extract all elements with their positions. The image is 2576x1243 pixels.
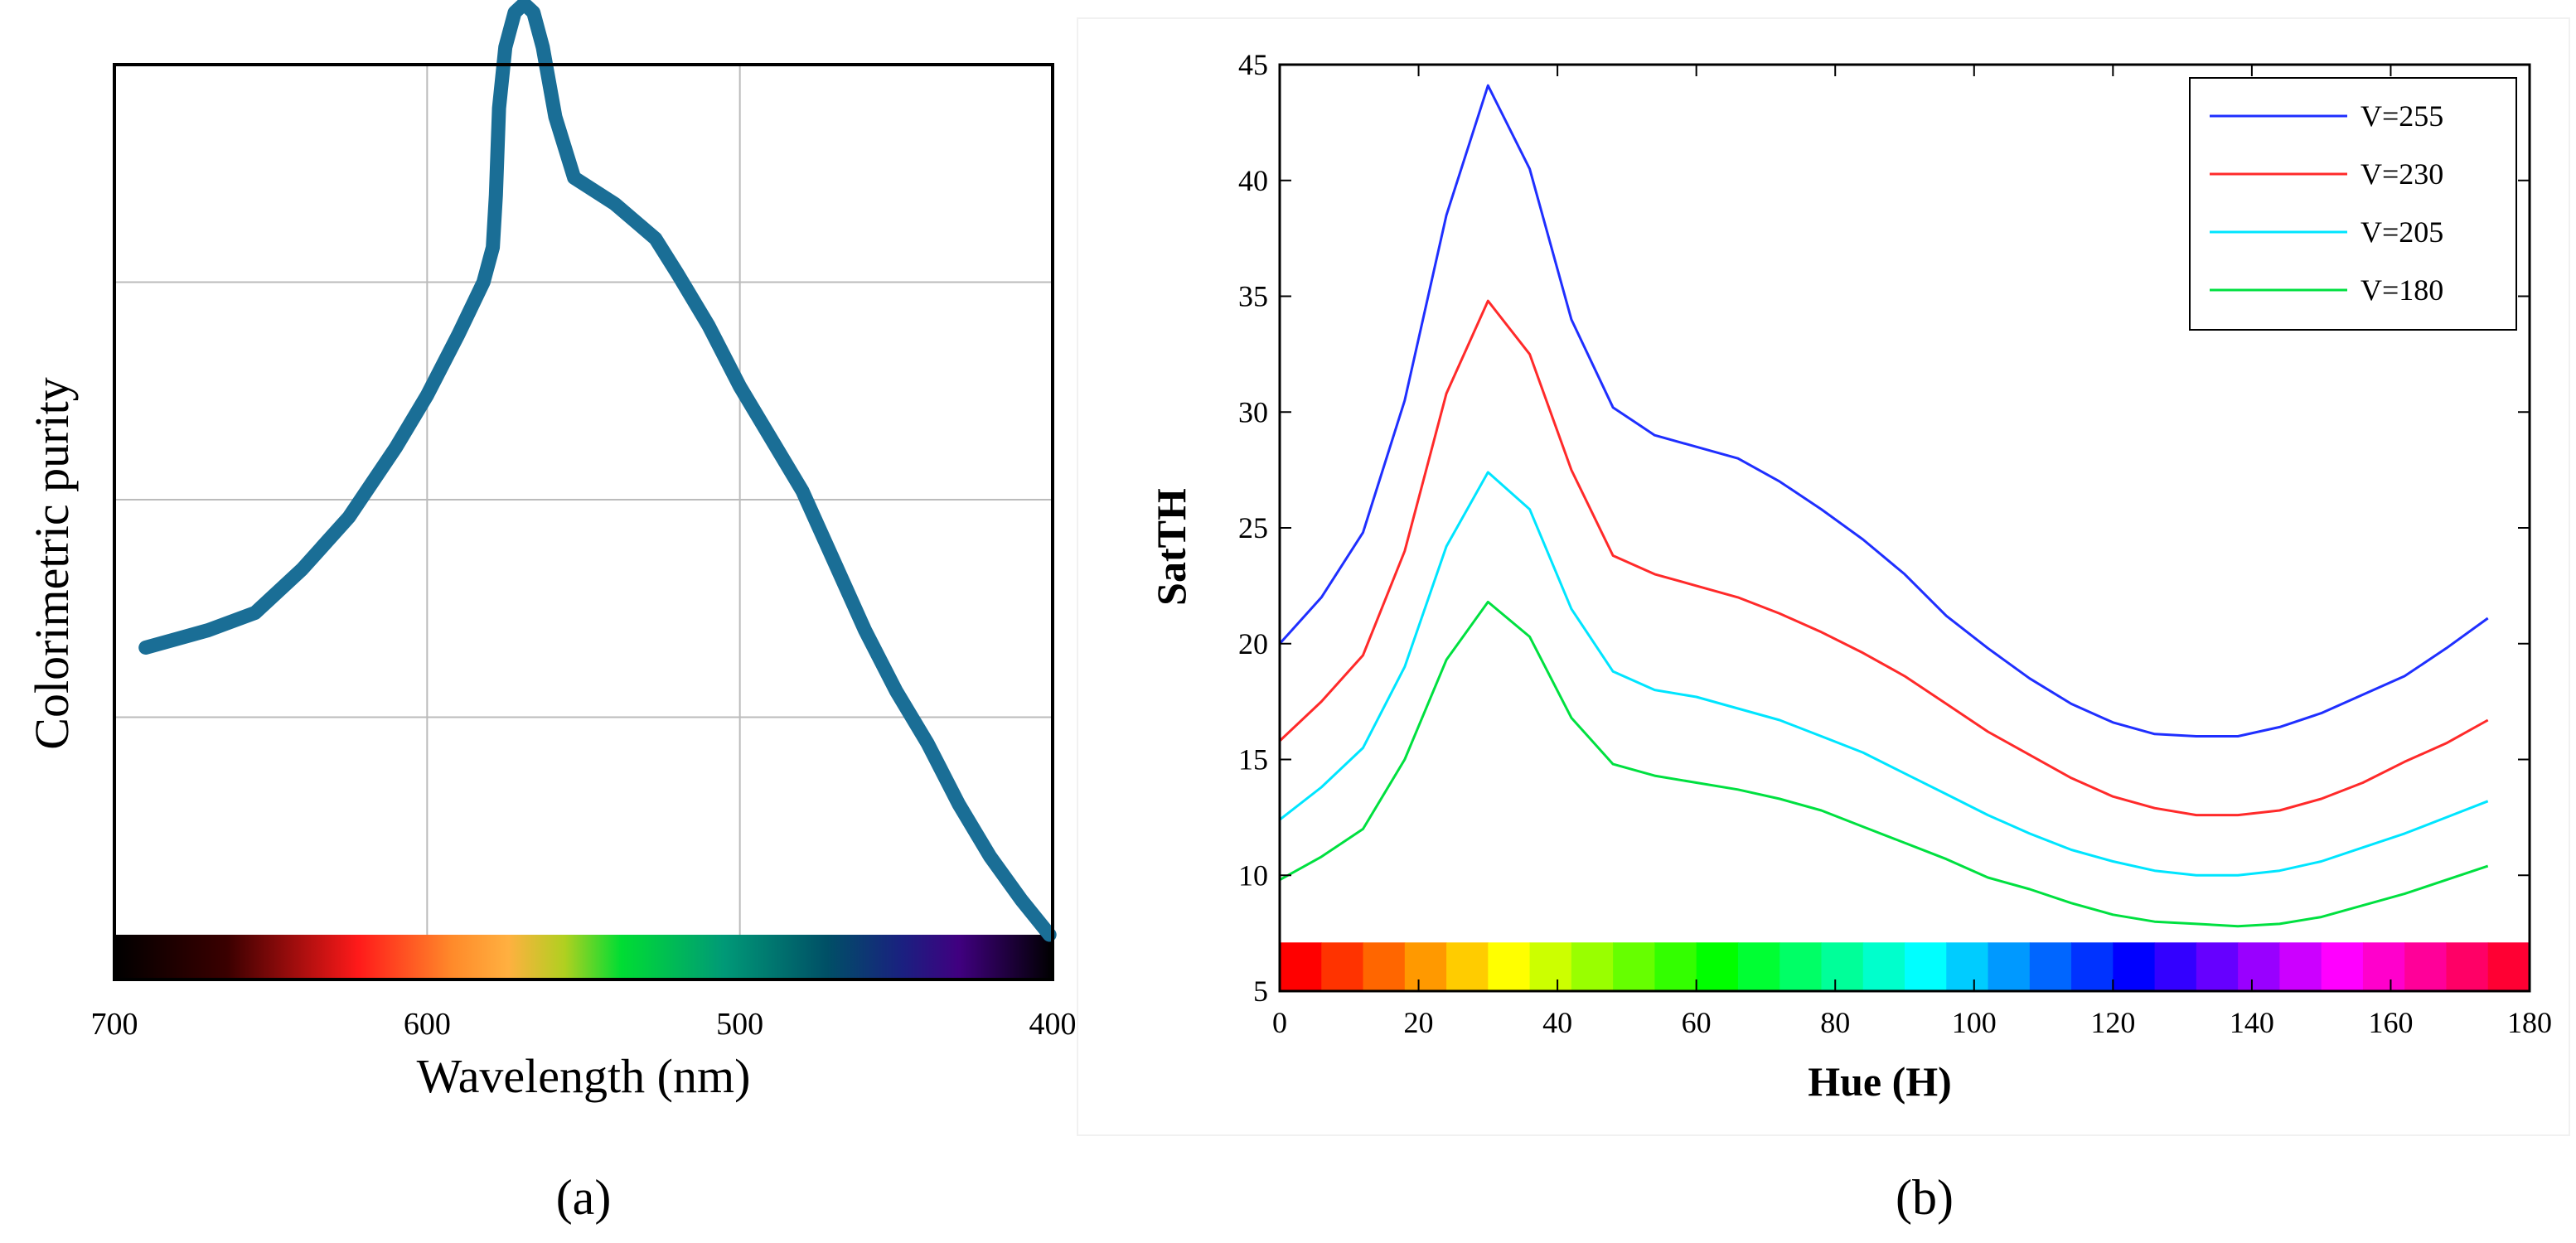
chart-b-legend: V=255 V=230 V=205 V=180 (2189, 77, 2517, 331)
chart-b-legend-label: V=230 (2361, 157, 2443, 191)
chart-b-colorbar-cell (2404, 942, 2447, 991)
chart-b-colorbar-cell (1988, 942, 2031, 991)
chart-b-series-line (1279, 471, 2489, 877)
chart-b-x-tick-label: 20 (1404, 1006, 1434, 1039)
chart-b-y-tick-label: 25 (1238, 511, 1268, 544)
chart-b-colorbar-cell (1696, 942, 1739, 991)
chart-b-x-tick-label: 0 (1272, 1006, 1287, 1039)
chart-b-y-tick-label: 30 (1238, 395, 1268, 428)
chart-b-legend-label: V=255 (2361, 99, 2443, 133)
chart-b-xlabel: Hue (H) (1808, 1058, 1952, 1105)
chart-b-colorbar-cell (1779, 942, 1822, 991)
chart-b-colorbar-cell (2071, 942, 2114, 991)
chart-b-legend-box (2189, 77, 2517, 331)
chart-b-x-tick-label: 180 (2507, 1006, 2552, 1039)
chart-b: 0 20 40 60 80 100 120 140 160 180 5 10 15 20 25 30 35 40 4… (1077, 17, 2570, 1225)
chart-a-xlabel: Wavelength (nm) (417, 1049, 751, 1103)
chart-b-colorbar-cell (1905, 942, 1947, 991)
chart-b-legend-label: V=205 (2361, 215, 2443, 249)
chart-a-x-tick-label: 600 (404, 1007, 451, 1042)
chart-a-x-tick-label: 400 (1029, 1007, 1077, 1042)
chart-b-colorbar-cell (2196, 942, 2239, 991)
chart-b-colorbar-cell (2238, 942, 2280, 991)
chart-a-x-ticks: 700 600 500 400 (91, 1007, 1077, 1042)
chart-b-x-tick-label: 160 (2368, 1006, 2413, 1039)
chart-b-x-tick-label: 120 (2090, 1006, 2135, 1039)
chart-b-y-tick-label: 20 (1238, 627, 1268, 660)
chart-b-colorbar-cell (2487, 942, 2530, 991)
chart-a-x-tick-label: 700 (91, 1007, 138, 1042)
chart-b-series-line (1279, 600, 2489, 928)
chart-b-colorbar-cell (1321, 942, 1364, 991)
chart-b-series-line (1278, 84, 2489, 738)
chart-b-colorbar-cell (1446, 942, 1489, 991)
chart-b-colorbar-cell (1862, 942, 1905, 991)
chart-b-colorbar-cell (2446, 942, 2489, 991)
chart-b-colorbar-cell (2113, 942, 2156, 991)
chart-b-y-tick-label: 10 (1238, 858, 1268, 892)
chart-a-x-tick-label: 500 (716, 1007, 763, 1042)
chart-b-x-tick-label: 80 (1820, 1006, 1850, 1039)
chart-b-colorbar-cell (1654, 942, 1697, 991)
chart-b-colorbar-cell (1821, 942, 1864, 991)
chart-b-colorbar-cell (1363, 942, 1406, 991)
chart-b-series (1278, 84, 2489, 928)
chart-b-ylabel: SatTH (1148, 488, 1194, 606)
chart-a-ylabel: Colorimetric purity (25, 377, 79, 749)
chart-b-colorbar-cell (1404, 942, 1447, 991)
chart-b-y-tick-label: 35 (1238, 280, 1268, 313)
chart-a-series (138, 0, 1057, 942)
chart-b-x-tick-label: 100 (1952, 1006, 1997, 1039)
chart-b-colorbar-cell (1488, 942, 1531, 991)
chart-b-colorbar-cell (1529, 942, 1572, 991)
chart-b-colorbar-cell (2321, 942, 2364, 991)
chart-b-y-tick-label: 5 (1253, 975, 1268, 1008)
chart-b-x-tick-label: 40 (1542, 1006, 1572, 1039)
chart-b-colorbar-cell (2029, 942, 2072, 991)
chart-a: 700 600 500 400 Wavelength (nm) Colorimetri… (25, 0, 1077, 1225)
chart-a-series-line (138, 0, 1057, 942)
chart-b-y-tick-label: 40 (1238, 164, 1268, 197)
chart-b-x-tick-label: 60 (1682, 1006, 1712, 1039)
chart-b-colorbar-cell (2362, 942, 2405, 991)
chart-b-y-tick-label: 15 (1238, 743, 1268, 776)
chart-b-colorbar-cell (1280, 942, 1322, 991)
chart-b-colorbar-cell (1571, 942, 1614, 991)
chart-b-y-tick-label: 45 (1238, 48, 1268, 81)
chart-b-legend-label: V=180 (2361, 273, 2443, 307)
chart-a-caption: (a) (556, 1170, 612, 1225)
chart-b-colorbar-cell (1737, 942, 1780, 991)
chart-b-colorbar (1280, 942, 2530, 991)
chart-b-series-line (1278, 299, 2489, 817)
chart-b-caption: (b) (1896, 1170, 1954, 1225)
chart-b-ticks: 0 20 40 60 80 100 120 140 160 180 5 10 15 20 25 30 35 40 4… (1238, 48, 2552, 1039)
chart-b-colorbar-cell (2279, 942, 2322, 991)
chart-b-x-tick-label: 140 (2230, 1006, 2274, 1039)
chart-b-colorbar-cell (2154, 942, 2197, 991)
chart-a-colorbar (114, 935, 1053, 979)
chart-b-colorbar-cell (1613, 942, 1655, 991)
chart-a-frame (113, 63, 1054, 981)
chart-b-colorbar-cell (1946, 942, 1989, 991)
